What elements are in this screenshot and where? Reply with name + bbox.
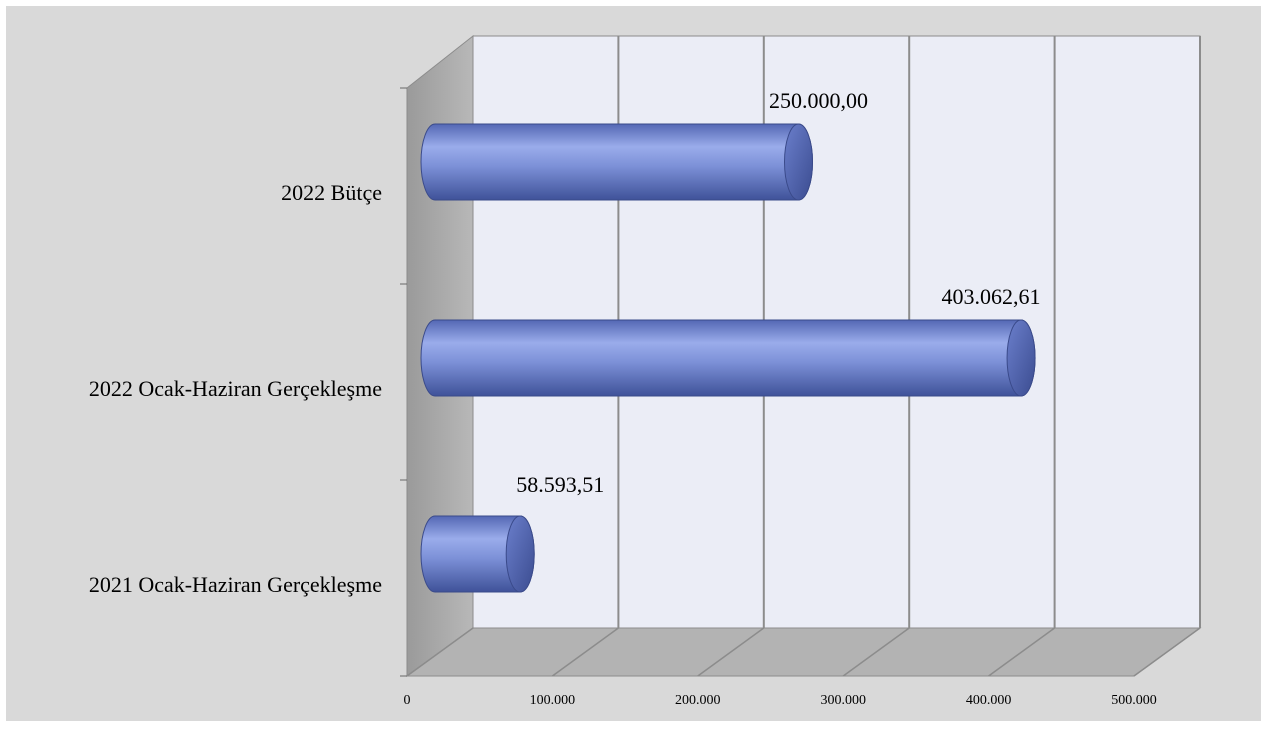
bar-end-cap bbox=[784, 123, 813, 201]
category-labels: 2022 Bütçe 2022 Ocak-Haziran Gerçekleşme 2… bbox=[89, 180, 382, 597]
x-tick-label: 400.000 bbox=[966, 693, 1012, 708]
x-tick-label: 100.000 bbox=[530, 693, 576, 708]
gridline-floor bbox=[988, 627, 1056, 677]
bar-end-cap bbox=[1006, 319, 1036, 397]
bar-cylinder bbox=[420, 319, 1036, 397]
x-tick-label: 200.000 bbox=[675, 693, 721, 708]
y-axis-ticks bbox=[400, 87, 407, 677]
bar-cylinder bbox=[420, 123, 813, 201]
bar-chart: 0 100.000 200.000 300.000 400.000 500.000 202… bbox=[89, 34, 1202, 708]
x-tick-label: 300.000 bbox=[820, 693, 866, 708]
gridline-floor bbox=[406, 627, 474, 677]
gridline-floor bbox=[551, 627, 619, 677]
bars bbox=[420, 123, 1036, 593]
bar-end-cap bbox=[505, 515, 535, 593]
x-axis-tick-labels: 0 100.000 200.000 300.000 400.000 500.000 bbox=[404, 693, 1157, 708]
category-label: 2022 Bütçe bbox=[281, 180, 382, 205]
floor bbox=[405, 627, 1202, 677]
category-label: 2021 Ocak-Haziran Gerçekleşme bbox=[89, 572, 382, 597]
x-tick-label: 500.000 bbox=[1111, 693, 1157, 708]
data-label: 58.593,51 bbox=[516, 472, 604, 497]
chart-area: 0 100.000 200.000 300.000 400.000 500.000 202… bbox=[6, 6, 1261, 721]
category-label: 2022 Ocak-Haziran Gerçekleşme bbox=[89, 376, 382, 401]
data-label: 250.000,00 bbox=[769, 88, 868, 113]
x-tick-label: 0 bbox=[404, 693, 411, 708]
data-label: 403.062,61 bbox=[942, 284, 1041, 309]
gridline-floor bbox=[842, 627, 910, 677]
data-labels: 250.000,00 403.062,61 58.593,51 bbox=[516, 88, 1040, 497]
gridline-floor bbox=[697, 627, 765, 677]
gridline-floor bbox=[1133, 627, 1201, 677]
